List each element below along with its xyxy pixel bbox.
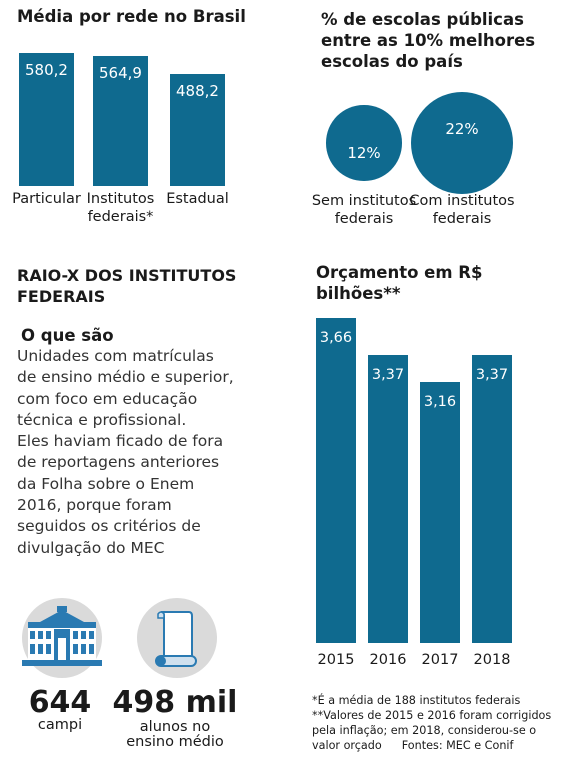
sources: Fontes: MEC e Conif xyxy=(401,739,514,752)
students-label-line: ensino médio xyxy=(126,734,224,750)
year-label: 2018 xyxy=(473,652,511,668)
description-line: técnica e profissional. xyxy=(17,410,187,429)
bar-value-label: 564,9 xyxy=(99,64,142,82)
budget-bar-2018 xyxy=(472,355,512,643)
bar-3 xyxy=(170,74,225,186)
description-line: 2016, porque foram xyxy=(17,496,172,515)
chart2-title-line: % de escolas públicas xyxy=(321,10,524,29)
description-line: da Folha sobre o Enem xyxy=(17,474,195,493)
footnote-line: *É a média de 188 institutos federais xyxy=(312,694,521,707)
category-label: Particular xyxy=(0,190,102,208)
category-label-line: Sem institutos xyxy=(311,193,417,209)
description-line: com foco em educação xyxy=(17,389,198,408)
bar-value-label: 3,66 xyxy=(319,330,353,346)
raio-x-description: Unidades com matrículas de ensino médio … xyxy=(17,346,287,559)
raio-x-title: RAIO-X DOS INSTITUTOS FEDERAIS xyxy=(17,265,277,307)
footnote-line: valor orçado Fontes: MEC e Conif xyxy=(312,738,562,753)
category-label-line: Institutos xyxy=(86,191,155,207)
category-label-line: federais* xyxy=(87,209,154,225)
category-label-line: federais xyxy=(334,211,394,227)
diploma-icon xyxy=(137,598,217,678)
category-label: Estadual xyxy=(143,190,253,208)
year-label: 2015 xyxy=(317,652,355,668)
footnote-line: pela inflação; em 2018, considerou-se o xyxy=(312,724,537,737)
chart1-title: Média por rede no Brasil xyxy=(17,7,246,26)
raio-x-title-line: RAIO-X DOS INSTITUTOS xyxy=(17,266,237,285)
chart3-title: Orçamento em R$ bilhões** xyxy=(316,263,483,303)
budget-bar-2017 xyxy=(420,382,460,643)
bar-value-label: 580,2 xyxy=(25,61,68,79)
campi-value: 644 xyxy=(28,685,92,720)
category-label: Institutos federais* xyxy=(66,190,176,226)
description-line: Unidades com matrículas xyxy=(17,347,214,365)
description-line: Eles haviam ficado de fora xyxy=(17,432,224,451)
description-line: seguidos os critérios de xyxy=(17,517,201,536)
description-line: de reportagens anteriores xyxy=(17,453,220,472)
category-label-line: Estadual xyxy=(166,191,229,207)
bar-value-label: 3,16 xyxy=(423,394,457,410)
chart2-title: % de escolas públicas entre as 10% melho… xyxy=(321,9,561,72)
bubble-1 xyxy=(326,105,402,181)
bubble-value-label: 22% xyxy=(445,120,479,138)
category-label: Com institutos federais xyxy=(402,192,522,228)
footnote-text: valor orçado xyxy=(312,739,382,752)
description-line: divulgação do MEC xyxy=(17,538,165,557)
year-label: 2016 xyxy=(369,652,407,668)
budget-bar-2015 xyxy=(316,318,356,643)
footnote-line: **Valores de 2015 e 2016 foram corrigido… xyxy=(312,709,552,722)
campi-label: campi xyxy=(37,717,83,733)
bar-value-label: 3,37 xyxy=(371,367,405,383)
footnotes: *É a média de 188 institutos federais **… xyxy=(312,693,562,753)
category-label: Sem institutos federais xyxy=(304,192,424,228)
bubble-2 xyxy=(411,92,513,194)
building-icon xyxy=(22,598,102,678)
chart2-title-line: entre as 10% melhores xyxy=(321,31,536,50)
chart2-title-line: escolas do país xyxy=(321,52,463,71)
raio-x-title-line: FEDERAIS xyxy=(17,287,106,306)
bubble-value-label: 12% xyxy=(347,144,381,162)
year-label: 2017 xyxy=(421,652,459,668)
bar-2 xyxy=(93,56,148,186)
bar-1 xyxy=(19,53,74,186)
category-label-line: Particular xyxy=(12,191,81,207)
category-label-line: federais xyxy=(432,211,492,227)
students-label: alunos no ensino médio xyxy=(112,720,238,750)
students-label-line: alunos no xyxy=(139,719,211,735)
raio-x-heading: O que são xyxy=(21,326,114,345)
bar-value-label: 488,2 xyxy=(176,82,219,100)
budget-bar-2016 xyxy=(368,355,408,643)
students-value: 498 mil xyxy=(112,685,238,720)
description-line: de ensino médio e superior, xyxy=(17,368,234,387)
category-label-line: Com institutos xyxy=(409,193,515,209)
bar-value-label: 3,37 xyxy=(475,367,509,383)
